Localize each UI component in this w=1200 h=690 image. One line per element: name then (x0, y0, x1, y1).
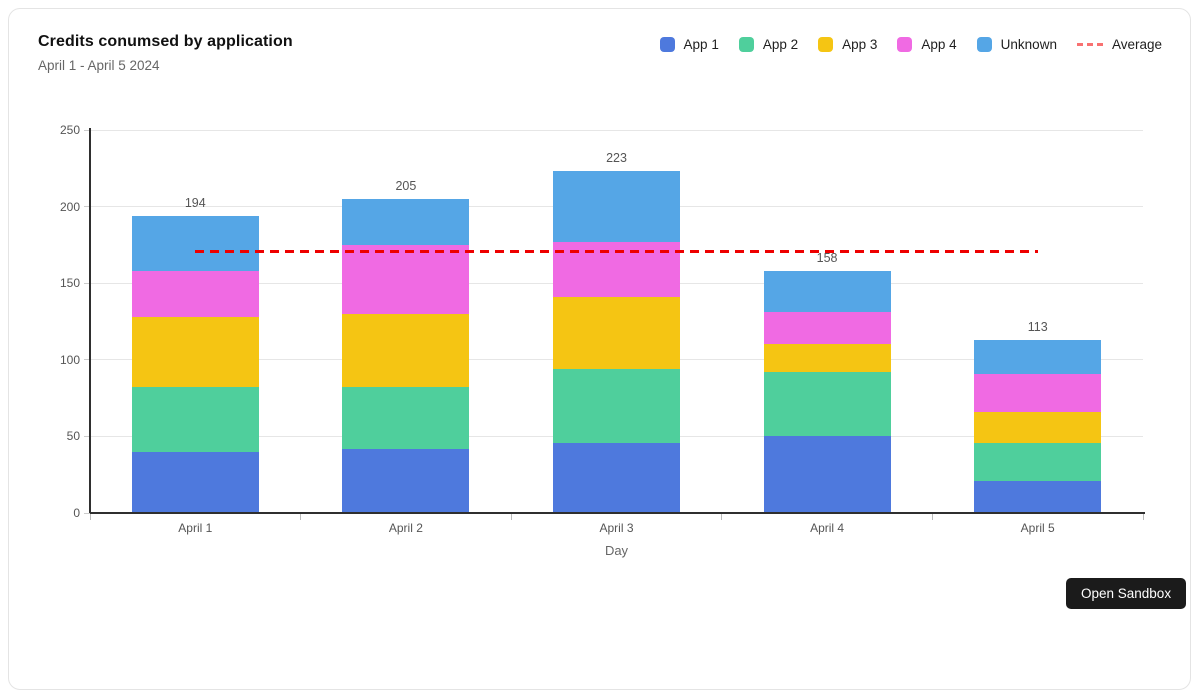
x-tick-label: April 4 (810, 521, 845, 535)
bar-segment-app-4[interactable] (131, 270, 259, 317)
bar-segment-app-4[interactable] (763, 312, 891, 345)
chart-title: Credits conumsed by application (38, 33, 293, 50)
series-color-swatch-icon (738, 37, 754, 52)
legend-label: App 1 (683, 37, 719, 52)
y-tick-mark (84, 282, 90, 284)
y-tick-label: 150 (59, 276, 80, 291)
y-tick-label: 250 (59, 123, 80, 137)
legend-label: App 3 (842, 37, 878, 52)
bar-segment-app-2[interactable] (131, 387, 259, 452)
bar-total-label: 223 (606, 151, 627, 166)
y-tick-label: 100 (59, 352, 80, 367)
average-line (195, 250, 1038, 254)
legend-label: App 4 (921, 37, 957, 52)
bar-segment-app-1[interactable] (553, 442, 680, 513)
legend-label: App 2 (762, 37, 799, 52)
bar-total-label: 158 (816, 250, 838, 265)
bar-segment-unknown[interactable] (131, 215, 259, 271)
y-tick-mark (84, 129, 90, 131)
legend-item-app-2[interactable]: App 2 (738, 37, 799, 52)
y-axis-line (89, 128, 91, 513)
bar-segment-app-1[interactable] (342, 448, 470, 513)
dashed-line-icon (1076, 43, 1103, 46)
bar-segment-unknown[interactable] (763, 270, 891, 313)
bar-segment-app-4[interactable] (342, 244, 470, 314)
bar-segment-app-3[interactable] (763, 344, 891, 373)
bar-segment-unknown[interactable] (342, 198, 470, 245)
stacked-bar-chart: 0 50 100 150 200 250 194 April 1 205 April 2 223 Ap… (59, 123, 1145, 558)
x-tick-label: April 1 (178, 521, 213, 535)
y-tick-label: 50 (66, 429, 80, 444)
legend-item-average[interactable]: Average (1076, 37, 1162, 52)
x-tick-label: April 3 (599, 521, 634, 535)
gridline (90, 129, 1143, 131)
date-range-subtitle: April 1 - April 5 2024 (38, 58, 160, 73)
x-tick-mark (300, 514, 302, 520)
bar-segment-app-3[interactable] (553, 296, 680, 369)
bar-segment-app-2[interactable] (342, 387, 470, 449)
bar-segment-app-1[interactable] (974, 480, 1102, 513)
bar-segment-app-2[interactable] (763, 372, 891, 437)
y-tick-mark (84, 512, 90, 514)
y-tick-mark (84, 359, 90, 361)
series-color-swatch-icon (897, 37, 913, 52)
y-tick-mark (84, 206, 90, 208)
y-tick-label: 0 (73, 506, 80, 520)
chart-legend: App 1 App 2 App 3 App 4 Unknown Average (659, 37, 1162, 52)
x-tick-mark (89, 514, 91, 520)
open-sandbox-button[interactable]: Open Sandbox (1066, 578, 1187, 609)
series-color-swatch-icon (976, 37, 992, 52)
bar-total-label: 194 (184, 195, 206, 210)
bar-segment-app-2[interactable] (553, 368, 680, 443)
bar-segment-app-1[interactable] (131, 451, 259, 513)
bar-segment-app-2[interactable] (974, 442, 1102, 481)
legend-label: Unknown (1000, 37, 1057, 52)
bar-segment-unknown[interactable] (974, 339, 1102, 374)
x-tick-mark (1142, 514, 1144, 520)
y-tick-mark (84, 435, 90, 437)
x-tick-label: April 2 (388, 521, 423, 535)
bar-total-label: 113 (1027, 319, 1048, 334)
chart-header: Credits conumsed by application April 1 … (38, 33, 293, 73)
series-color-swatch-icon (659, 37, 675, 52)
bar-segment-app-4[interactable] (974, 373, 1102, 412)
bar-segment-app-1[interactable] (763, 436, 891, 513)
x-axis-line (90, 512, 1145, 514)
legend-label: Average (1111, 37, 1162, 52)
y-tick-label: 200 (59, 199, 80, 214)
series-color-swatch-icon (818, 37, 834, 52)
bar-total-label: 205 (395, 178, 417, 193)
x-tick-mark (721, 514, 723, 520)
x-axis-title: Day (604, 543, 629, 558)
bar-segment-app-3[interactable] (131, 316, 259, 388)
legend-item-app-3[interactable]: App 3 (818, 37, 877, 52)
bar-segment-app-3[interactable] (342, 313, 470, 388)
legend-item-app-4[interactable]: App 4 (897, 37, 957, 52)
x-tick-mark (510, 514, 512, 520)
bar-segment-unknown[interactable] (553, 171, 680, 242)
legend-item-unknown[interactable]: Unknown (976, 37, 1057, 52)
legend-item-app-1[interactable]: App 1 (659, 37, 719, 52)
bar-segment-app-3[interactable] (974, 411, 1102, 443)
x-tick-label: April 5 (1020, 521, 1055, 535)
x-tick-mark (931, 514, 933, 520)
